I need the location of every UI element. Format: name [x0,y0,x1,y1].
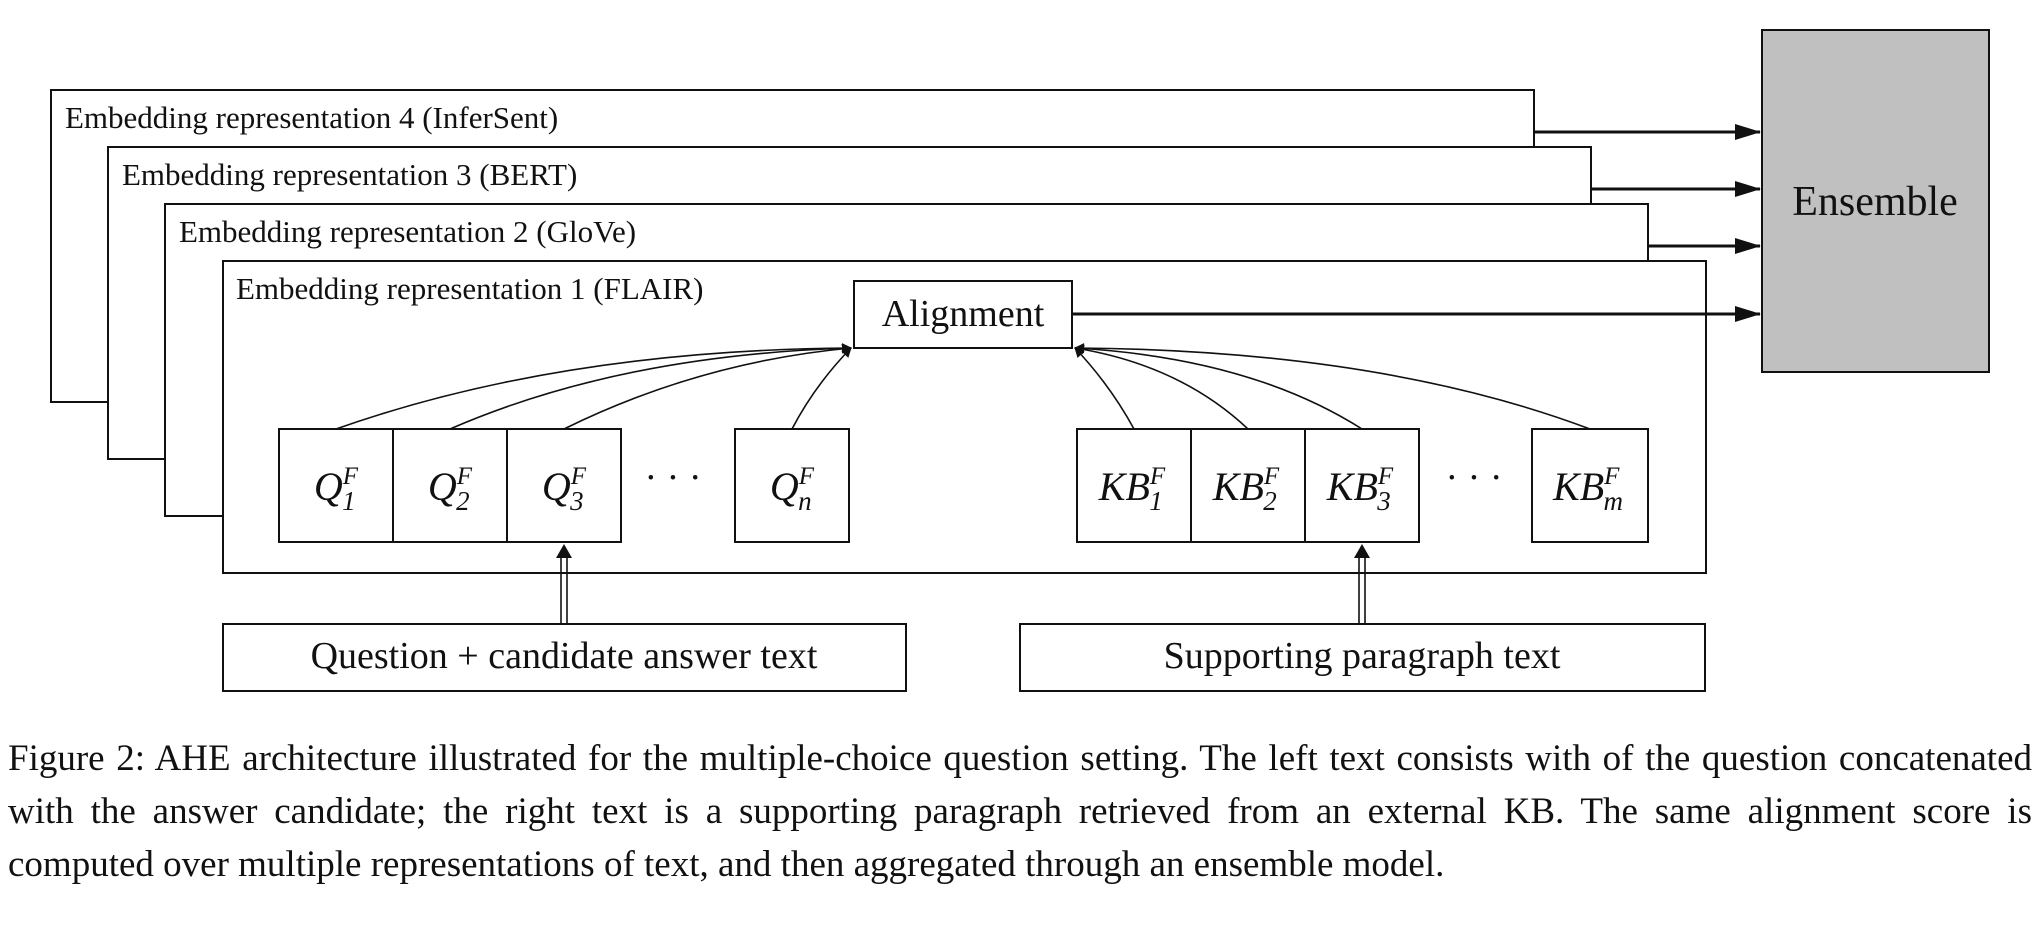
kb-token-box [1190,428,1306,543]
paragraph-input-arrowhead [1354,544,1370,558]
connector-q1 [335,343,852,430]
representation-label-1: Embedding representation 1 (FLAIR) [236,271,703,306]
kb-token: KBF 2 [1212,463,1280,516]
connector-kb1 [1074,347,1135,430]
alignment-box [853,280,1073,349]
question-ellipsis: · · · [645,457,702,499]
connector-kbm [1074,343,1591,430]
ensemble-box [1761,29,1990,373]
alignment-label: Alignment [882,293,1045,335]
kb-ellipsis: · · · [1446,457,1503,499]
kb-token: KBF m [1552,463,1623,516]
kb-token: KBF 1 [1098,463,1166,516]
question-token: QF 1 [314,463,359,516]
question-input-arrowhead [556,544,572,558]
kb-token-box [1076,428,1192,543]
question-input-box [222,623,907,692]
question-tokens: QF 1 QF 2 QF 3 · · · QF n [278,428,850,543]
question-token: QF 2 [428,463,473,516]
kb-tokens: KBF 1 KBF 2 KBF 3 · · · KBF m [1076,428,1649,543]
connector-kb2 [1074,344,1249,430]
kb-token: KBF 3 [1326,463,1394,516]
architecture-diagram: Embedding representation 4 (InferSent) E… [50,29,1990,692]
alignment-connectors [335,343,1591,430]
connector-q2 [449,343,852,430]
kb-token-box [1304,428,1420,543]
connector-kb3 [1074,343,1363,430]
question-token: QF n [770,463,815,516]
connector-qn [791,347,852,430]
input-arrows [556,544,1370,624]
question-token: QF 3 [542,463,587,516]
figure-caption: Figure 2: AHE architecture illustrated f… [8,738,2032,885]
question-token-box [506,428,622,543]
paragraph-input-box [1019,623,1706,692]
paragraph-input-label: Supporting paragraph text [1164,635,1561,677]
ensemble-label: Ensemble [1792,179,1958,225]
representation-label-4: Embedding representation 4 (InferSent) [65,100,558,135]
connector-q3 [563,343,852,430]
representation-label-2: Embedding representation 2 (GloVe) [179,214,636,249]
representation-label-3: Embedding representation 3 (BERT) [122,157,577,192]
question-input-label: Question + candidate answer text [311,635,818,677]
